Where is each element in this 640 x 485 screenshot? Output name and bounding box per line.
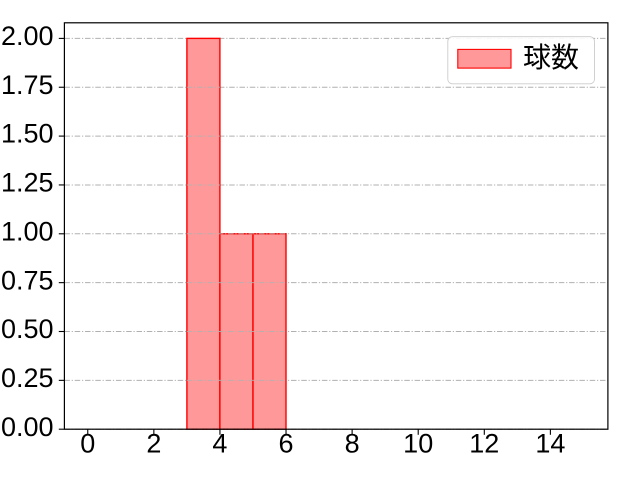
svg-text:0.50: 0.50 (1, 314, 54, 344)
svg-text:8: 8 (345, 429, 360, 459)
svg-text:0.75: 0.75 (1, 265, 54, 295)
svg-text:0: 0 (80, 429, 95, 459)
svg-text:2: 2 (146, 429, 161, 459)
svg-text:6: 6 (279, 429, 294, 459)
svg-text:14: 14 (535, 429, 565, 459)
svg-text:4: 4 (212, 429, 227, 459)
svg-text:1.00: 1.00 (1, 216, 54, 246)
svg-text:1.75: 1.75 (1, 70, 54, 100)
svg-text:1.50: 1.50 (1, 119, 54, 149)
svg-text:1.25: 1.25 (1, 168, 54, 198)
svg-text:2.00: 2.00 (1, 21, 54, 51)
svg-text:0.25: 0.25 (1, 363, 54, 393)
svg-text:0.00: 0.00 (1, 412, 54, 442)
svg-text:球数: 球数 (523, 36, 579, 76)
svg-text:10: 10 (403, 429, 433, 459)
svg-text:12: 12 (469, 429, 499, 459)
